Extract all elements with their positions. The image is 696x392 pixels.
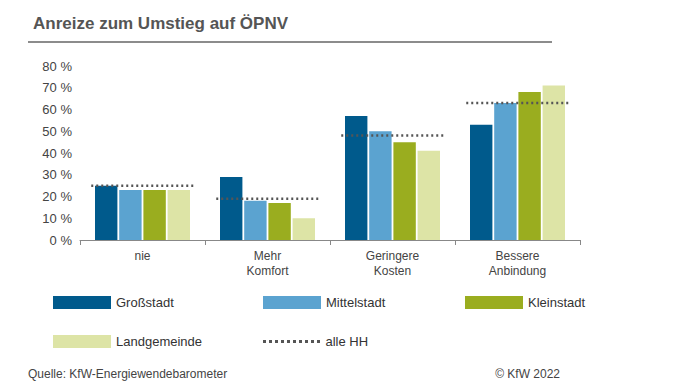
svg-text:Quelle: KfW-Energiewendebarome: Quelle: KfW-Energiewendebarometer — [28, 367, 227, 381]
svg-text:Großstadt: Großstadt — [116, 295, 174, 310]
svg-text:Mittelstadt: Mittelstadt — [326, 295, 386, 310]
svg-text:50 %: 50 % — [42, 124, 72, 139]
svg-text:Bessere: Bessere — [495, 249, 539, 263]
svg-text:Kosten: Kosten — [374, 264, 411, 278]
svg-text:Anreize zum Umstieg auf ÖPNV: Anreize zum Umstieg auf ÖPNV — [33, 14, 289, 33]
svg-text:Komfort: Komfort — [246, 264, 289, 278]
svg-text:10 %: 10 % — [42, 211, 72, 226]
svg-text:Mehr: Mehr — [254, 249, 281, 263]
svg-text:40 %: 40 % — [42, 146, 72, 161]
svg-text:Anbindung: Anbindung — [489, 264, 546, 278]
svg-text:© KfW 2022: © KfW 2022 — [495, 367, 560, 381]
svg-text:30 %: 30 % — [42, 167, 72, 182]
svg-text:0 %: 0 % — [50, 233, 73, 248]
svg-text:Geringere: Geringere — [366, 249, 420, 263]
svg-text:60 %: 60 % — [42, 102, 72, 117]
svg-text:80 %: 80 % — [42, 59, 72, 74]
svg-text:nie: nie — [134, 249, 150, 263]
svg-text:alle HH: alle HH — [326, 334, 369, 349]
svg-text:20 %: 20 % — [42, 189, 72, 204]
svg-text:Landgemeinde: Landgemeinde — [116, 334, 202, 349]
svg-text:Kleinstadt: Kleinstadt — [528, 295, 585, 310]
svg-text:70 %: 70 % — [42, 80, 72, 95]
